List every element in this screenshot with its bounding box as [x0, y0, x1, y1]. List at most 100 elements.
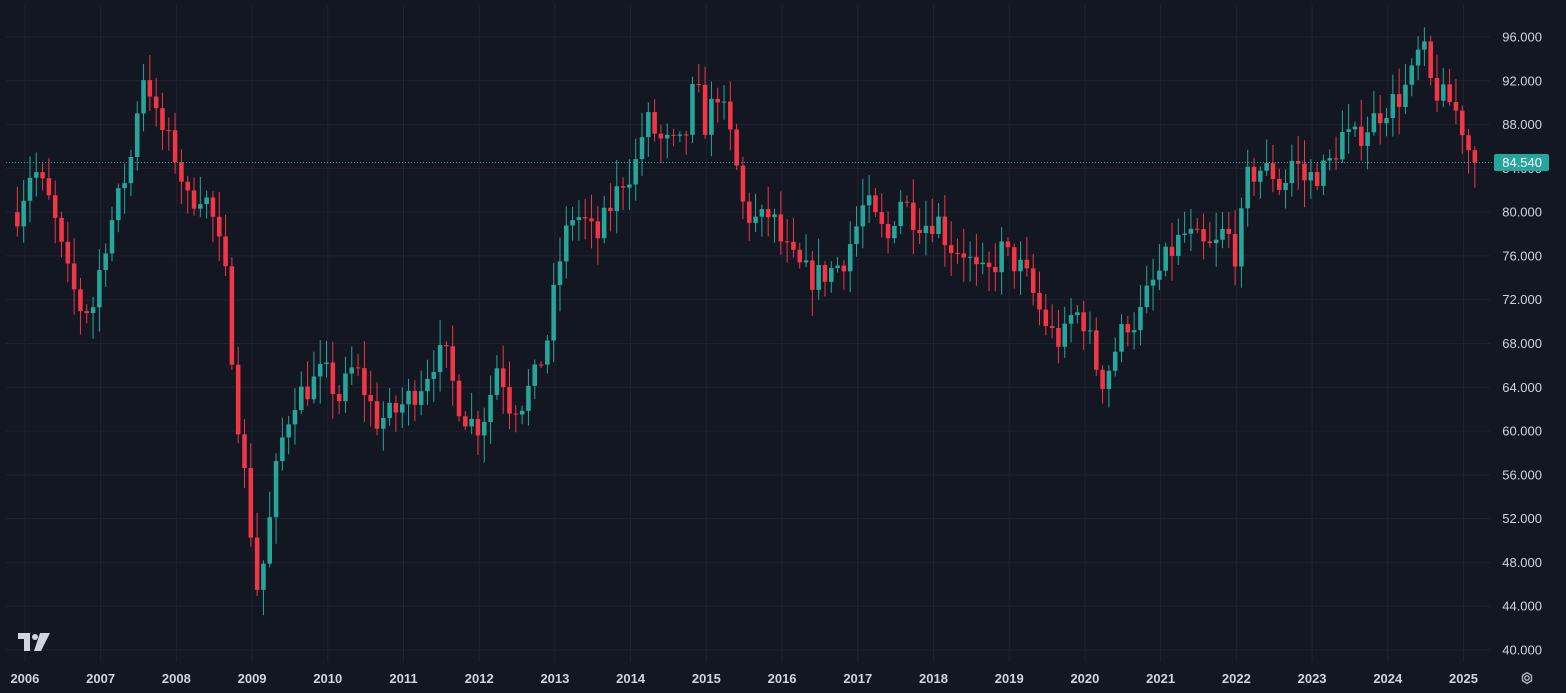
candle-body	[500, 368, 506, 388]
candle-body	[59, 217, 64, 242]
candle-body	[570, 220, 575, 226]
candle-body	[1081, 312, 1086, 332]
price-tick-label: 80.000	[1502, 205, 1542, 220]
candle-body	[242, 434, 247, 468]
candle-body	[147, 80, 153, 97]
year-tick-label: 2022	[1222, 671, 1251, 686]
candle-body	[1428, 41, 1433, 79]
candle-body	[418, 391, 424, 405]
candle-body	[330, 362, 336, 394]
candle-body	[381, 417, 386, 429]
candle-body	[431, 372, 437, 379]
candle-body	[753, 216, 758, 223]
candle-body	[179, 162, 184, 182]
candle-body	[879, 212, 885, 224]
candle-body	[1459, 110, 1465, 136]
candle-body	[1049, 326, 1055, 328]
candle-body	[1163, 246, 1168, 271]
candle-body	[324, 362, 329, 365]
year-tick-label: 2012	[465, 671, 494, 686]
candle-body	[1327, 158, 1333, 161]
price-tick-label: 76.000	[1502, 248, 1542, 263]
price-tick-label: 56.000	[1502, 467, 1542, 482]
candle-body	[317, 364, 323, 377]
candle-body	[1371, 113, 1377, 133]
candle-body	[677, 134, 683, 136]
candle-body	[974, 256, 979, 265]
candle-body	[671, 134, 676, 136]
candle-body	[52, 195, 58, 218]
candle-body	[866, 195, 872, 206]
candle-body	[1220, 228, 1225, 240]
year-tick-label: 2013	[540, 671, 569, 686]
candle-body	[273, 461, 279, 518]
candle-body	[595, 221, 601, 239]
candle-body	[84, 311, 90, 314]
year-tick-label: 2019	[995, 671, 1024, 686]
candle-body	[90, 307, 96, 314]
candle-body	[854, 226, 859, 245]
candle-body	[349, 367, 355, 374]
candle-body	[97, 270, 102, 308]
candle-body	[1245, 166, 1250, 209]
candle-body	[412, 390, 418, 405]
candle-body	[1289, 160, 1295, 184]
candle-body	[1144, 285, 1150, 308]
candle-body	[27, 177, 33, 201]
candle-body	[784, 241, 790, 243]
price-axis[interactable]: 40.000 44.000 48.000 52.000 56.000 60.000 64.0…	[1494, 30, 1549, 658]
candle-body	[261, 563, 266, 590]
candle-body	[1466, 135, 1471, 151]
year-tick-label: 2021	[1146, 671, 1175, 686]
candle-body	[1075, 312, 1080, 316]
price-tick-label: 72.000	[1502, 292, 1542, 307]
time-axis[interactable]: 2006 2007 2008 2009 2010 2011 2012 2013 2014 2015…	[10, 671, 1477, 686]
candle-body	[1157, 270, 1162, 280]
candle-body	[835, 265, 840, 268]
candle-body	[122, 183, 127, 189]
candle-body	[1207, 241, 1213, 244]
candle-body	[1295, 160, 1301, 164]
candle-body	[734, 129, 739, 166]
candle-body	[961, 253, 967, 258]
candle-body	[374, 401, 380, 429]
candle-body	[406, 390, 411, 405]
candle-body	[929, 225, 935, 234]
candle-body	[1239, 208, 1244, 267]
candle-body	[343, 373, 348, 402]
candle-body	[21, 200, 26, 227]
price-tick-label: 92.000	[1502, 73, 1542, 88]
candle-body	[1377, 113, 1383, 124]
candle-body	[829, 267, 834, 282]
candle-body	[1321, 160, 1326, 186]
candle-body	[1119, 324, 1124, 352]
price-tick-label: 44.000	[1502, 599, 1542, 614]
candle-body	[172, 130, 178, 163]
candle-body	[803, 260, 809, 263]
candle-body	[235, 364, 241, 435]
candle-body	[185, 181, 190, 191]
candle-body	[1232, 233, 1238, 267]
candle-body	[254, 537, 260, 590]
candle-body	[248, 467, 254, 538]
candle-body	[715, 98, 720, 103]
candle-body	[1447, 84, 1452, 103]
candle-body	[1472, 150, 1478, 163]
candle-body	[1365, 132, 1370, 146]
candle-body	[772, 214, 777, 218]
candle-body	[116, 188, 121, 221]
settings-gear-icon[interactable]	[1518, 669, 1536, 687]
candle-body	[1138, 307, 1143, 331]
candle-body	[1434, 78, 1440, 101]
year-tick-label: 2017	[843, 671, 872, 686]
candle-body	[892, 225, 897, 239]
candle-body	[816, 265, 821, 290]
candle-body	[494, 368, 500, 395]
candle-body	[1314, 172, 1320, 186]
candle-body	[368, 395, 373, 402]
candle-body	[942, 216, 948, 246]
candle-body	[166, 130, 172, 132]
candle-body	[1453, 102, 1459, 111]
